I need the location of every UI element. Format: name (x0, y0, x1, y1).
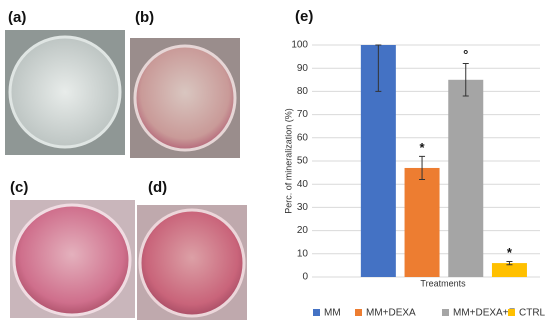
y-tick-label: 30 (297, 202, 309, 213)
panel-label: (c) (10, 179, 28, 196)
photos (5, 30, 247, 320)
y-tick-label: 80 (297, 86, 309, 97)
bar (448, 79, 484, 277)
legend-swatch (313, 309, 320, 316)
bar (404, 167, 440, 277)
error-bar (462, 63, 469, 97)
error-bar (375, 44, 382, 92)
legend-label: MM+DEXA (366, 308, 416, 319)
significance-marker: * (507, 245, 513, 260)
y-tick-label: 0 (302, 272, 308, 283)
legend-label: MM+DEXA+E (453, 308, 516, 319)
legend-swatch (442, 309, 449, 316)
error-bar (419, 155, 426, 181)
error-bar (506, 260, 513, 266)
significance-marker: ° (463, 47, 468, 62)
y-tick-label: 10 (297, 248, 309, 259)
dish (138, 208, 246, 318)
y-tick-label: 50 (297, 156, 309, 167)
y-tick-label: 100 (291, 40, 308, 51)
legend-swatch (355, 309, 362, 316)
y-tick-label: 70 (297, 109, 309, 120)
y-tick-label: 90 (297, 63, 309, 74)
y-tick-label: 40 (297, 179, 309, 190)
panel-label: (b) (135, 9, 154, 26)
legend-swatch (508, 309, 515, 316)
dish (8, 35, 122, 149)
legend-label: CTRL (519, 308, 546, 319)
legend-label: MM (324, 308, 341, 319)
y-axis-title: Perc. of mineralization (%) (283, 108, 293, 214)
x-axis-title: Treatments (420, 278, 466, 288)
bar (491, 263, 527, 277)
y-tick-label: 20 (297, 225, 309, 236)
dish (12, 203, 132, 317)
panel-label: (d) (148, 179, 167, 196)
dish (133, 44, 237, 152)
panel-label: (e) (295, 8, 313, 25)
significance-marker: * (420, 140, 426, 155)
y-tick-label: 60 (297, 132, 309, 143)
panel-label: (a) (8, 9, 26, 26)
